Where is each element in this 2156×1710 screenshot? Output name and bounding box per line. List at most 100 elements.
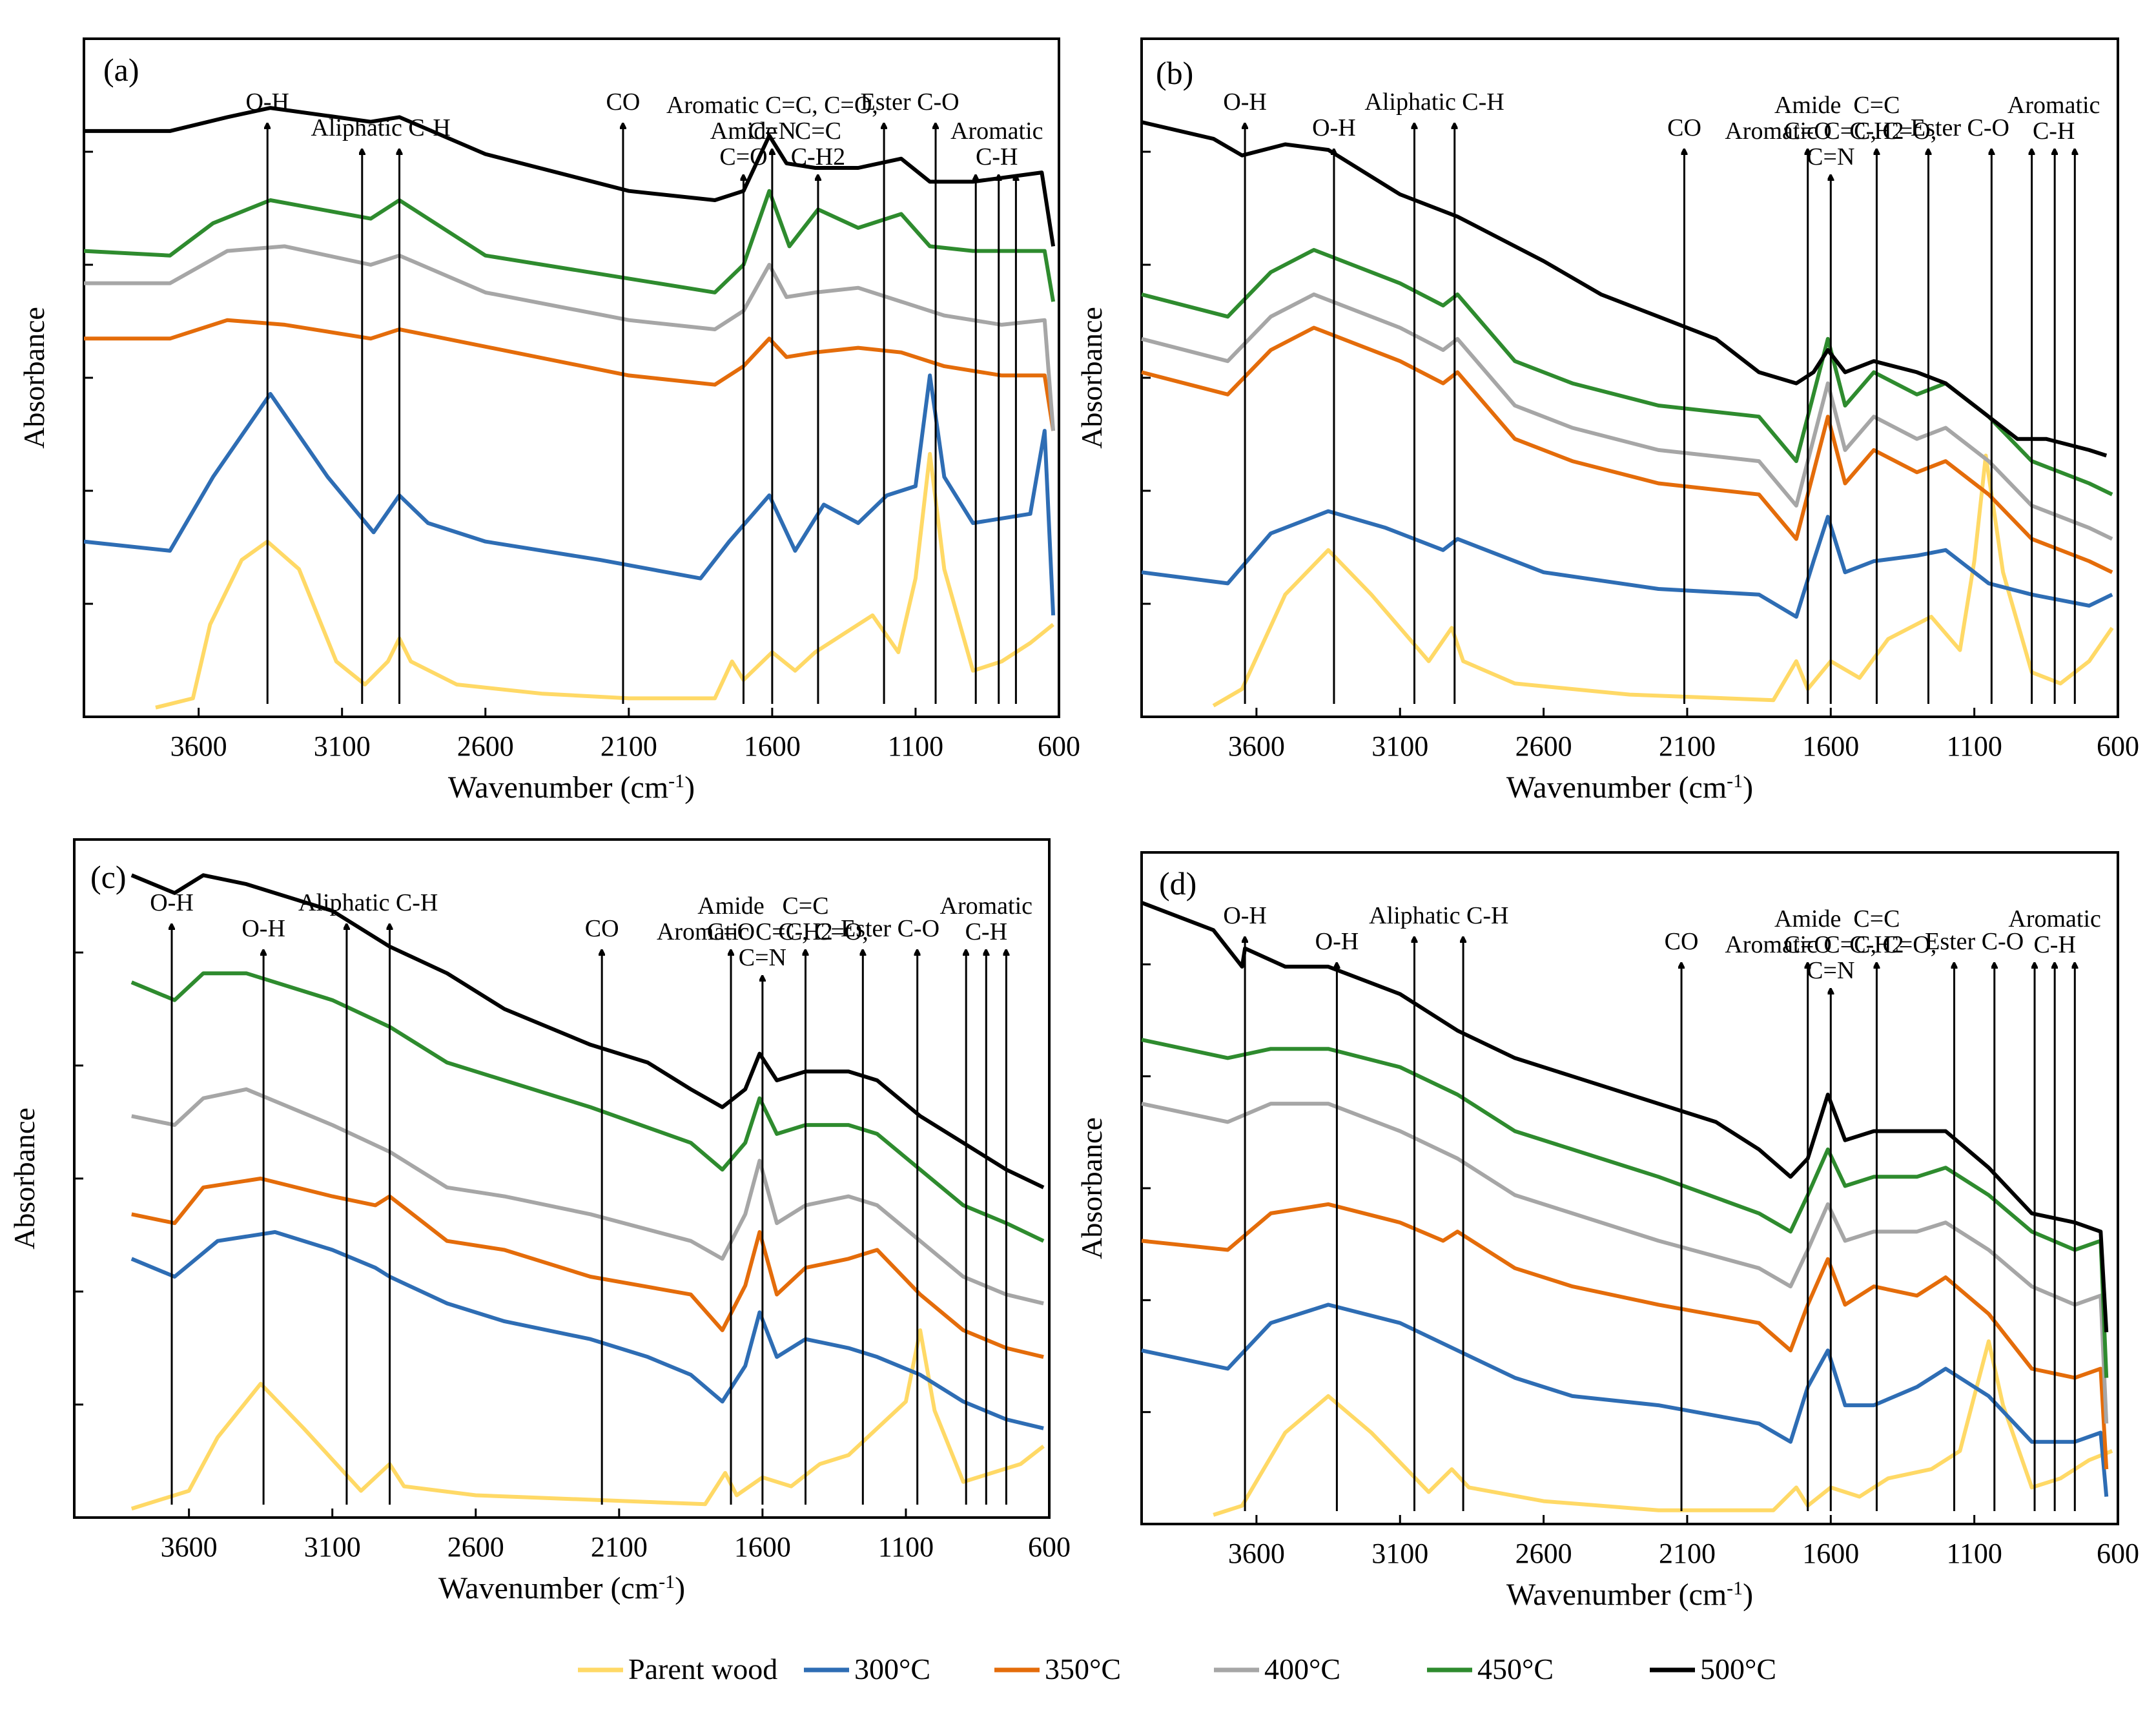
panel-c: 3600 3100 2600 2100 1600 1100 600 Absorbance Wav…	[8, 838, 1071, 1605]
x-tick-label: 3600	[170, 730, 227, 762]
series-s300	[1141, 1303, 2109, 1497]
annotation-label: C=C	[795, 118, 841, 145]
annotation-label: Aromatic C=C, C=O,	[657, 918, 868, 945]
x-tick-label: 1600	[734, 1531, 791, 1563]
legend-label-s450: 450°C	[1477, 1653, 1554, 1685]
annotation-label: O-H	[245, 88, 289, 116]
x-tick-label: 3600	[1228, 730, 1285, 762]
annotation-label-2: C=N	[739, 944, 786, 971]
x-tick-label: 3600	[161, 1531, 218, 1563]
y-axis-label: Absorbance	[17, 307, 50, 449]
annotation-label-2: C-H	[976, 143, 1018, 170]
x-tick-label: 1100	[1946, 1538, 2002, 1569]
annotation-label: Aliphatic C-H	[298, 889, 438, 916]
annotation-label: Aromatic	[2007, 92, 2100, 119]
legend-label-s300: 300°C	[854, 1653, 930, 1685]
annotation-label-2: C=O	[1784, 118, 1832, 145]
x-tick-label: 2100	[601, 730, 657, 762]
annotation-label: Amide	[710, 118, 777, 145]
annotation-label: Aromatic C=C, C=O,	[1725, 118, 1936, 145]
series-s300	[83, 373, 1056, 616]
annotation-label: Aliphatic C-H	[1364, 88, 1504, 116]
series-s500	[1140, 900, 2109, 1333]
annotation-label: Aromatic	[940, 892, 1033, 920]
panel-d: 3600 3100 2600 2100 1600 1100 600 Absorbance Wav…	[1075, 851, 2139, 1612]
x-axis-label: Wavenumber (cm-1)	[448, 770, 695, 805]
x-tick-label: 600	[2097, 1538, 2139, 1569]
x-tick-label: 2600	[1515, 730, 1572, 762]
series-s500	[1141, 120, 2108, 458]
x-tick-label: 1600	[1802, 730, 1859, 762]
x-tick-label: 3100	[314, 730, 371, 762]
x-tick-label: 1600	[744, 730, 801, 762]
annotation-label: Aliphatic C-H	[311, 114, 450, 141]
y-axis-label: Absorbance	[8, 1107, 41, 1250]
series-s450	[130, 971, 1045, 1243]
panel-b: 3600 3100 2600 2100 1600 1100 600 Absorbance Wav…	[1075, 37, 2139, 805]
annotation-label: C=C	[1853, 92, 1900, 119]
annotation-label: Aromatic	[950, 118, 1043, 145]
x-tick-label: 600	[1028, 1531, 1071, 1563]
series-parent	[1213, 1339, 2113, 1517]
annotation-label: Aromatic	[2008, 905, 2101, 932]
legend-label-parent: Parent wood	[628, 1653, 777, 1685]
y-axis-label: Absorbance	[1075, 1117, 1108, 1259]
annotation-label: CO	[1665, 928, 1699, 955]
annotation-label: Ester C-O	[1925, 928, 2024, 955]
x-tick-label: 3100	[304, 1531, 361, 1563]
annotation-label: Ester C-O	[841, 915, 939, 942]
annotation-label: O-H	[1315, 928, 1359, 955]
plot-frame	[83, 37, 1060, 718]
annotation-label: O-H	[1223, 88, 1267, 116]
annotation-label-2: C=N	[1807, 143, 1854, 170]
series-s450	[1141, 248, 2113, 497]
series-s400	[1141, 292, 2113, 541]
series-parent	[130, 1328, 1045, 1511]
series-s500	[84, 106, 1056, 247]
annotation-label-2: C=O	[719, 143, 767, 170]
panel-label: (c)	[90, 859, 127, 895]
annotation-label: Aromatic C=C, C=O,	[666, 92, 878, 119]
annotation-label-2: C-H2	[1849, 931, 1904, 958]
series-s400	[84, 244, 1056, 431]
panel-label: (a)	[103, 52, 139, 88]
x-tick-label: 600	[1038, 730, 1080, 762]
series-parent	[1212, 453, 2114, 708]
series-parent	[155, 451, 1054, 710]
annotation-label: O-H	[150, 889, 194, 916]
x-axis-label: Wavenumber (cm-1)	[1506, 1578, 1753, 1612]
annotation-label-2: C-H	[2033, 931, 2075, 958]
annotation-label: CO	[606, 88, 641, 116]
x-tick-label: 3100	[1371, 1538, 1428, 1569]
x-tick-label: 3600	[1228, 1538, 1285, 1569]
annotation-label: Amide	[1774, 92, 1841, 119]
series-s300	[130, 1230, 1044, 1430]
annotation-label-2: C=O	[1784, 931, 1832, 958]
x-tick-label: 1600	[1802, 1538, 1859, 1569]
x-tick-label: 2100	[1659, 730, 1716, 762]
series-s300	[1141, 509, 2113, 619]
x-tick-label: 1100	[1946, 730, 2002, 762]
panel-a: 3600 3100 2600 2100 1600 1100 600 Absorbance Wav…	[17, 37, 1080, 805]
x-tick-label: 1100	[888, 730, 943, 762]
annotation-label: Aromatic C=C, C=O,	[1725, 931, 1936, 958]
x-tick-label: 600	[2097, 730, 2139, 762]
annotation-label: Ester C-O	[1911, 114, 2009, 141]
annotation-label: C=C	[782, 892, 828, 920]
series-s350	[84, 318, 1056, 431]
series-s400	[131, 1087, 1044, 1306]
annotation-label: O-H	[1312, 114, 1356, 141]
legend-label-s350: 350°C	[1045, 1653, 1121, 1685]
annotation-label: CO	[585, 915, 619, 942]
x-tick-label: 2100	[1659, 1538, 1716, 1569]
annotation-label: Amide	[1774, 905, 1841, 932]
x-tick-label: 3100	[1371, 730, 1428, 762]
legend: Parent wood 300°C 350°C 400°C 450°C 500°C	[578, 1653, 1776, 1685]
annotation-label-2: C-H	[965, 918, 1007, 945]
annotation-label: O-H	[1223, 902, 1267, 929]
annotation-label-2: C=N	[748, 118, 796, 145]
annotation-label: Aliphatic C-H	[1369, 902, 1508, 929]
annotation-label-2: C-H2	[1849, 118, 1904, 145]
series-s350	[131, 1177, 1044, 1359]
